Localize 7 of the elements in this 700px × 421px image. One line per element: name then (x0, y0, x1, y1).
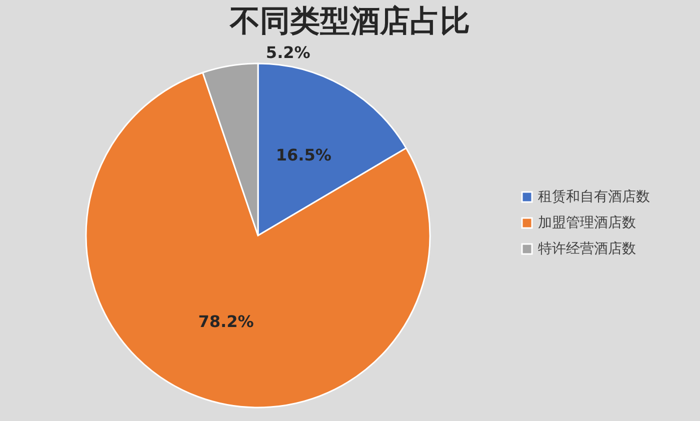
chart-title: 不同类型酒店占比 (229, 4, 470, 39)
legend-label: 租赁和自有酒店数 (538, 189, 650, 205)
legend-label: 加盟管理酒店数 (538, 215, 636, 231)
data-label: 5.2% (266, 42, 310, 62)
legend-label: 特许经营酒店数 (538, 241, 636, 257)
data-label: 16.5% (276, 146, 332, 165)
data-label: 78.2% (198, 312, 254, 331)
